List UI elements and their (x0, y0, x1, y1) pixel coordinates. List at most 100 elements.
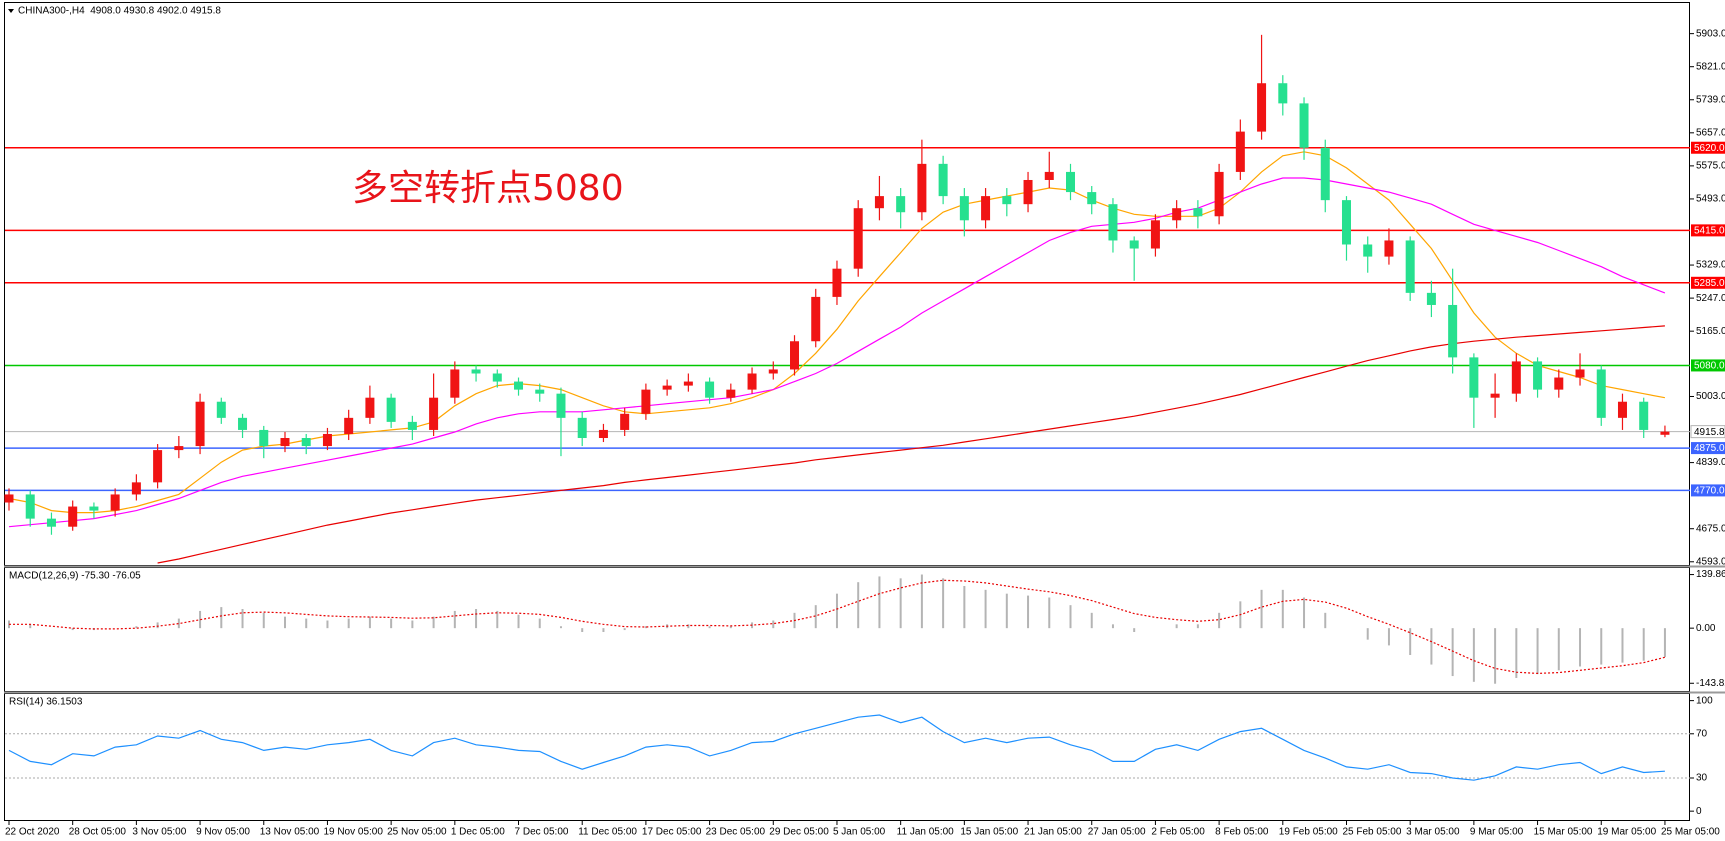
y-tick-label: 0.00 (1696, 623, 1716, 634)
x-tick-label: 9 Mar 05:00 (1470, 827, 1524, 838)
rsi-title: RSI(14) 36.1503 (9, 697, 83, 708)
candle-body (1426, 292, 1436, 305)
candle-body (874, 196, 884, 209)
candle-body (301, 438, 311, 447)
level-label: 4770.0 (1694, 486, 1725, 497)
plot-layer: 5903.0 5821.0 5739.0 5657.0 5575.0 5493.0 5329… (4, 28, 1725, 838)
rsi-line (8, 714, 1665, 781)
y-tick-label: 4839.0 (1696, 457, 1725, 468)
candle-body (535, 389, 545, 394)
candle-body (1660, 431, 1670, 435)
current-price-box (1690, 425, 1725, 439)
y-tick-label: 30 (1696, 773, 1708, 784)
y-tick-label: 5165.0 (1696, 326, 1725, 337)
candle-body (1511, 361, 1521, 394)
x-tick-label: 3 Mar 05:00 (1406, 827, 1460, 838)
y-tick-label: 5247.0 (1696, 293, 1725, 304)
x-tick-label: 17 Dec 05:00 (642, 827, 702, 838)
candle-body (131, 482, 141, 495)
candle-body (89, 506, 99, 511)
x-tick-label: 28 Oct 05:00 (69, 827, 127, 838)
candle-body (981, 196, 991, 221)
candle-body (46, 518, 56, 527)
candle-body (790, 341, 800, 370)
x-tick-label: 2 Feb 05:00 (1151, 827, 1205, 838)
y-tick-label: 5575.0 (1696, 161, 1725, 172)
candle-body (1490, 393, 1500, 398)
y-tick-label: 5821.0 (1696, 61, 1725, 72)
y-tick-label: 5903.0 (1696, 28, 1725, 39)
y-tick-label: 139.86 (1696, 569, 1725, 580)
candle-body (1257, 83, 1267, 132)
candle-body (662, 385, 672, 390)
menu-triangle[interactable] (8, 9, 14, 13)
candle-body (577, 417, 587, 439)
level-label: 5285.0 (1694, 278, 1725, 289)
y-tick-label: 4675.0 (1696, 523, 1725, 534)
x-tick-label: 11 Jan 05:00 (897, 827, 955, 838)
candle-body (1299, 103, 1309, 148)
y-tick-label: -143.82 (1696, 678, 1725, 689)
candle-body (195, 401, 205, 447)
candle-body (407, 421, 417, 430)
candle-body (1448, 304, 1458, 358)
x-tick-label: 7 Dec 05:00 (515, 827, 569, 838)
candle-body (174, 446, 184, 451)
y-tick-label: 0 (1696, 806, 1702, 817)
level-label-box (1691, 276, 1725, 289)
candle-body (917, 163, 927, 213)
candle-body (598, 429, 608, 439)
level-label: 5080.0 (1694, 361, 1725, 372)
x-tick-label: 9 Nov 05:00 (196, 827, 250, 838)
candle-body (280, 438, 290, 447)
candle-body (471, 369, 481, 374)
level-label-box (1691, 484, 1725, 497)
level-label-box (1691, 224, 1725, 237)
candle-body (514, 381, 524, 390)
y-tick-label: 5739.0 (1696, 94, 1725, 105)
x-tick-label: 19 Feb 05:00 (1279, 827, 1338, 838)
candle-body (110, 494, 120, 511)
candle-body (492, 373, 502, 382)
x-tick-label: 25 Feb 05:00 (1342, 827, 1401, 838)
candle-body (1341, 200, 1351, 245)
candle-body (1363, 244, 1373, 257)
y-tick-label: 5003.0 (1696, 391, 1725, 402)
candle-body (853, 208, 863, 269)
candle-body (1002, 196, 1012, 205)
macd-title: MACD(12,26,9) -75.30 -76.05 (9, 571, 141, 582)
candle-body (811, 296, 821, 342)
x-tick-label: 19 Mar 05:00 (1597, 827, 1656, 838)
candle-body (1193, 208, 1203, 217)
candle-body (705, 381, 715, 398)
candle-body (726, 389, 736, 398)
candle-body (1214, 171, 1224, 217)
x-tick-label: 22 Oct 2020 (5, 827, 60, 838)
candle-body (238, 417, 248, 430)
y-tick-label: 5329.0 (1696, 260, 1725, 271)
x-tick-label: 23 Dec 05:00 (706, 827, 766, 838)
candle-body (620, 413, 630, 430)
candle-body (1044, 171, 1054, 180)
candle-body (959, 196, 969, 221)
level-label: 5620.0 (1694, 143, 1725, 154)
candle-body (1596, 369, 1606, 418)
x-tick-label: 25 Mar 05:00 (1661, 827, 1720, 838)
candle-body (322, 433, 332, 447)
x-tick-label: 11 Dec 05:00 (578, 827, 637, 838)
candle-body (1172, 208, 1182, 221)
y-tick-label: 100 (1696, 695, 1713, 706)
candle-body (4, 494, 14, 503)
moving-average (157, 325, 1665, 564)
level-label-box (1691, 359, 1725, 372)
candle-body (68, 506, 78, 527)
y-tick-label: 5657.0 (1696, 127, 1725, 138)
candle-body (768, 369, 778, 374)
candle-body (747, 373, 757, 390)
candle-body (216, 401, 226, 418)
candle-body (1405, 240, 1415, 293)
candle-body (641, 389, 651, 414)
x-tick-label: 1 Dec 05:00 (451, 827, 505, 838)
candle-body (832, 268, 842, 297)
candle-body (1278, 83, 1288, 104)
